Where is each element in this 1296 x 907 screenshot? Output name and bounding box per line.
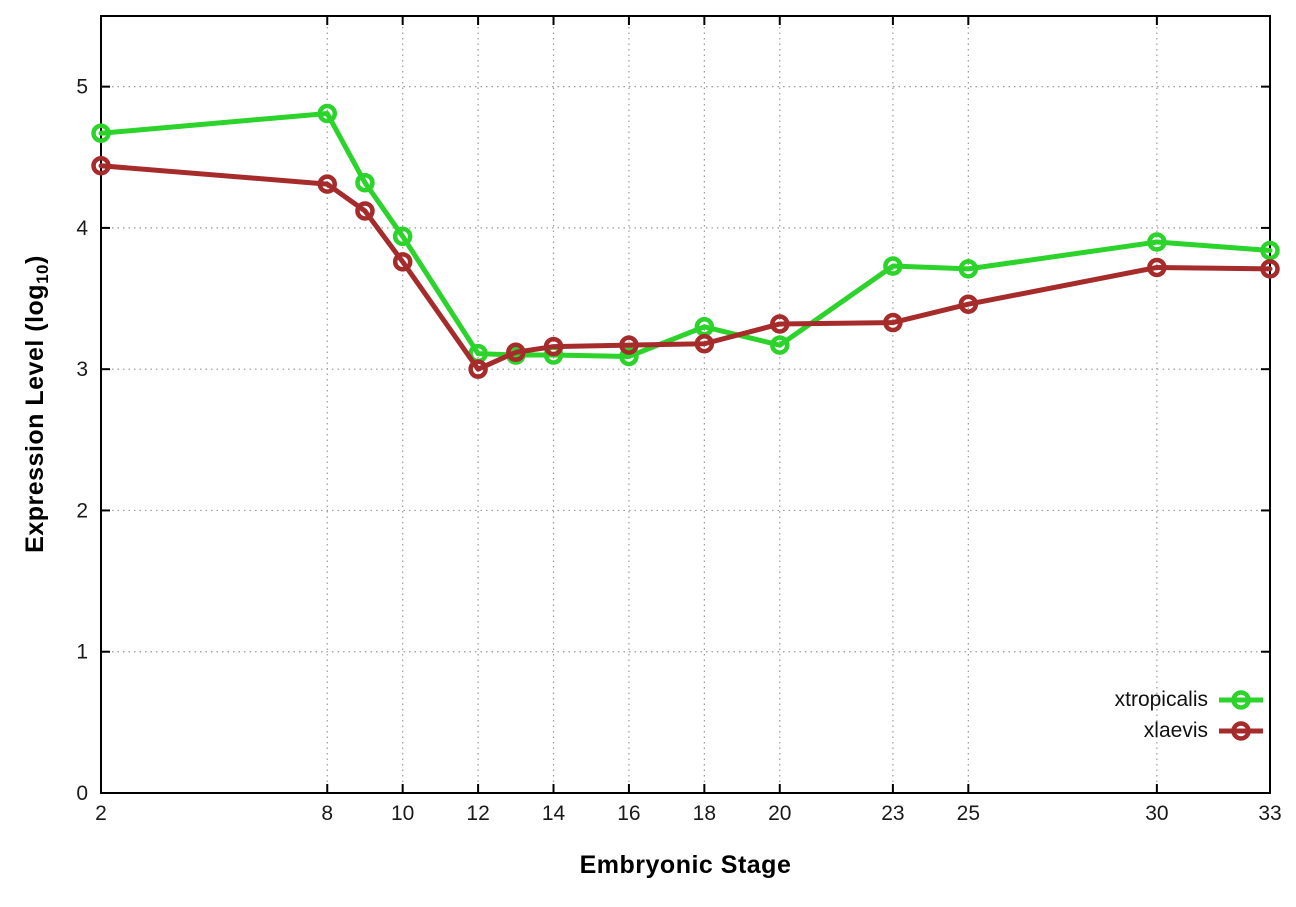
legend-marker-xtropicalis-icon — [1219, 689, 1263, 710]
x-tick-label: 23 — [881, 802, 904, 825]
y-axis-title-text: Expression Level (log — [21, 283, 50, 553]
y-axis-title: Expression Level (log10) — [21, 255, 53, 553]
data-point-xtropicalis — [317, 103, 338, 124]
x-tick-label: 2 — [95, 802, 107, 825]
data-point-xtropicalis — [619, 346, 639, 367]
x-tick-label: 12 — [466, 802, 489, 825]
data-point-xtropicalis — [1147, 232, 1167, 252]
x-axis-title: Embryonic Stage — [579, 851, 792, 879]
x-tick-label: 10 — [391, 802, 414, 825]
data-point-xlaevis — [91, 155, 111, 176]
x-tick-label: 30 — [1145, 802, 1168, 825]
x-tick-label: 16 — [617, 802, 640, 825]
data-point-xtropicalis — [770, 335, 790, 355]
y-tick-label: 1 — [76, 641, 88, 664]
legend: xtropicalis xlaevis — [1115, 684, 1264, 746]
data-point-xlaevis — [506, 342, 526, 362]
data-point-xlaevis — [1147, 257, 1167, 278]
x-tick-label: 20 — [768, 802, 791, 825]
data-point-xlaevis — [468, 359, 488, 379]
data-point-xtropicalis — [883, 256, 903, 276]
data-point-xlaevis — [770, 314, 790, 334]
legend-marker-xlaevis-icon — [1219, 720, 1263, 741]
data-point-xtropicalis — [355, 172, 375, 193]
data-point-xlaevis — [543, 336, 564, 357]
data-point-xlaevis — [1260, 259, 1280, 279]
legend-item-xlaevis: xlaevis — [1144, 715, 1264, 746]
legend-label: xlaevis — [1143, 718, 1208, 742]
data-point-xtropicalis — [1260, 240, 1280, 261]
y-tick-label: 2 — [76, 499, 88, 522]
x-tick-label: 25 — [957, 802, 980, 825]
y-tick-label: 5 — [76, 76, 88, 99]
data-point-xlaevis — [883, 312, 903, 333]
data-point-xlaevis — [694, 334, 715, 354]
data-point-xlaevis — [317, 174, 338, 194]
data-point-xlaevis — [619, 335, 639, 355]
x-tick-label: 14 — [542, 802, 566, 825]
legend-label: xtropicalis — [1114, 687, 1208, 711]
data-point-xtropicalis — [958, 259, 979, 279]
x-tick-label: 8 — [321, 802, 333, 825]
series-line-xtropicalis — [98, 110, 1273, 359]
data-point-xlaevis — [958, 294, 979, 314]
y-tick-label: 4 — [76, 217, 88, 240]
data-point-xtropicalis — [392, 226, 413, 247]
y-tick-label: 3 — [76, 358, 88, 381]
legend-item-xtropicalis: xtropicalis — [1115, 684, 1264, 715]
data-point-xtropicalis — [91, 123, 111, 144]
x-tick-label: 33 — [1258, 802, 1281, 825]
series-line-xlaevis — [98, 163, 1273, 372]
data-point-xlaevis — [392, 252, 413, 272]
plot-border — [100, 15, 1271, 794]
y-axis-title-subscript: 10 — [32, 263, 52, 284]
y-axis-title-close: ) — [21, 255, 50, 264]
data-point-xlaevis — [355, 201, 375, 221]
x-tick-label: 18 — [693, 802, 716, 825]
y-tick-label: 0 — [76, 782, 88, 805]
